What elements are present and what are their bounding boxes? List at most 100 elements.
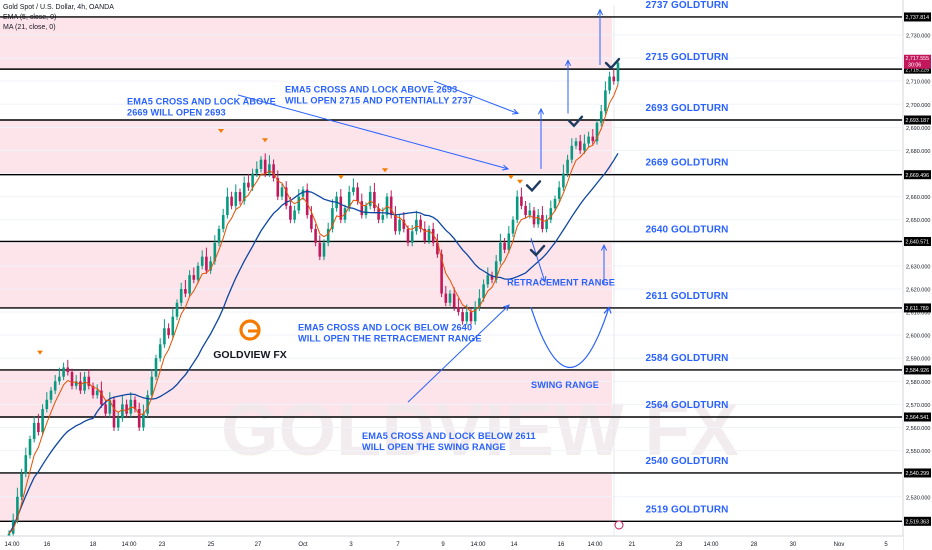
check-mark bbox=[604, 57, 621, 70]
candle bbox=[238, 188, 242, 205]
candle bbox=[234, 184, 238, 210]
candle bbox=[163, 319, 166, 348]
price-tick-label: 2,610.000 bbox=[906, 311, 930, 317]
price-tick-label: 2,690.000 bbox=[906, 126, 930, 132]
candle-body bbox=[364, 205, 368, 216]
candle-body bbox=[410, 231, 414, 243]
candle-body bbox=[45, 399, 49, 410]
candle bbox=[570, 138, 574, 164]
annotation-ema5-above-2693: EMA5 CROSS AND LOCK ABOVE 2693 bbox=[285, 85, 457, 95]
candle-body bbox=[276, 178, 280, 197]
candle bbox=[205, 247, 208, 274]
price-level-tag bbox=[904, 64, 931, 74]
candle-body bbox=[587, 136, 590, 144]
candle-body bbox=[557, 187, 561, 199]
candle-body bbox=[524, 205, 527, 216]
goldturn-label: 2715 GOLDTURN bbox=[646, 52, 729, 63]
candle-body bbox=[251, 173, 254, 188]
candle-body bbox=[171, 316, 175, 336]
time-tick-label: 14:00 bbox=[121, 542, 137, 548]
candle bbox=[226, 187, 229, 219]
candle-body bbox=[79, 381, 82, 391]
candle bbox=[142, 404, 145, 431]
candle bbox=[427, 225, 431, 244]
candle-body bbox=[104, 404, 107, 414]
ema-legend: EMA (5, close, 0) bbox=[3, 14, 57, 21]
candle bbox=[108, 392, 112, 418]
candle bbox=[184, 279, 187, 298]
candle bbox=[280, 183, 284, 201]
candle-body bbox=[87, 376, 91, 386]
candle-body bbox=[368, 192, 372, 206]
candle bbox=[171, 309, 175, 339]
candle bbox=[524, 201, 527, 219]
candle bbox=[95, 384, 99, 399]
candle-body bbox=[507, 233, 511, 250]
time-tick-label: 5 bbox=[884, 542, 888, 548]
time-tick-label: 18 bbox=[90, 542, 97, 548]
goldturn-zone bbox=[0, 120, 612, 175]
candle-body bbox=[398, 219, 401, 232]
time-tick-label: 27 bbox=[255, 542, 262, 548]
candle-body bbox=[95, 390, 99, 396]
candle-body bbox=[213, 242, 217, 262]
candle bbox=[100, 381, 103, 408]
candle bbox=[511, 216, 515, 238]
price-level-tag bbox=[904, 516, 931, 526]
price-level-tag-label: 2,715.225 bbox=[906, 67, 930, 73]
annotation-ema5-above-2669: 2669 WILL OPEN 2693 bbox=[127, 107, 226, 117]
price-tick-label: 2,660.000 bbox=[906, 195, 930, 201]
price-tick-label: 2,560.000 bbox=[906, 426, 930, 432]
time-tick-label: 25 bbox=[208, 542, 215, 548]
candle-body bbox=[121, 404, 124, 419]
arrow-a4 bbox=[407, 304, 510, 403]
check-mark bbox=[529, 244, 546, 257]
candle-body bbox=[520, 196, 523, 206]
candle bbox=[419, 214, 422, 233]
candle bbox=[121, 395, 124, 422]
candle-body bbox=[419, 219, 422, 229]
candle bbox=[394, 206, 397, 235]
time-tick-label: 30 bbox=[790, 542, 797, 548]
candle-body bbox=[528, 210, 532, 216]
candle bbox=[608, 71, 611, 94]
candle-body bbox=[574, 141, 578, 146]
signal-marker bbox=[37, 350, 43, 355]
price-axis[interactable]: 2,530.0002,540.0002,550.0002,560.0002,57… bbox=[902, 0, 932, 550]
time-tick-label: 14:00 bbox=[703, 542, 719, 548]
candle-body bbox=[200, 256, 204, 266]
arrow-up-1 bbox=[537, 107, 545, 169]
candle bbox=[595, 119, 599, 145]
candle-body bbox=[562, 173, 565, 188]
annotation-ema5-below-2640: WILL OPEN THE RETRACEMENT RANGE bbox=[298, 334, 482, 344]
candle-body bbox=[604, 90, 607, 112]
price-level-tag-label: 2,640.571 bbox=[906, 240, 930, 246]
candle-body bbox=[352, 187, 355, 193]
candle-body bbox=[284, 187, 288, 206]
time-tick-label: 28 bbox=[751, 542, 758, 548]
candle bbox=[381, 207, 385, 224]
candle-body bbox=[583, 143, 586, 151]
candle-body bbox=[154, 358, 158, 377]
candle-body bbox=[431, 228, 435, 243]
candle-body bbox=[272, 164, 275, 179]
candle bbox=[557, 181, 561, 203]
time-axis[interactable]: 14:00 16 18 14:00 23 25 27 Oct 3 7 9 14:00 14 16 14:00… bbox=[0, 520, 903, 550]
candle-body bbox=[444, 293, 448, 303]
candle-body bbox=[461, 312, 464, 322]
candle-body bbox=[599, 111, 603, 123]
annotation-ema5-below-2611: EMA5 CROSS AND LOCK BELOW 2611 bbox=[362, 431, 536, 441]
candle-body bbox=[566, 159, 569, 174]
candle bbox=[293, 205, 296, 224]
candle-body bbox=[591, 136, 595, 142]
time-tick-label: Oct bbox=[298, 542, 308, 548]
candle-body bbox=[322, 242, 326, 257]
swing-range-arc bbox=[530, 307, 610, 369]
candle bbox=[423, 221, 427, 244]
candle bbox=[70, 368, 74, 390]
time-tick-label: 9 bbox=[441, 542, 445, 548]
candle bbox=[137, 402, 141, 431]
candle-body bbox=[66, 367, 70, 373]
candle bbox=[272, 159, 275, 182]
